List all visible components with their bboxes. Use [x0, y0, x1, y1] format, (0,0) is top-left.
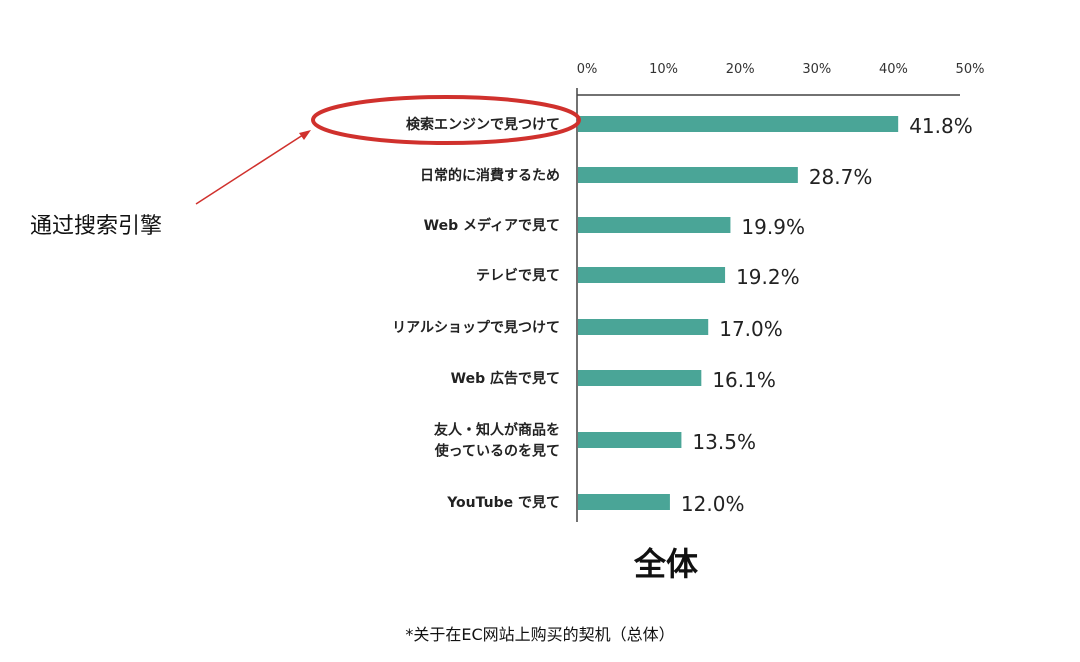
arrow-head-icon — [299, 130, 311, 140]
category-label: 友人・知人が商品を — [434, 422, 560, 439]
category-label: 使っているのを見て — [434, 443, 560, 460]
x-tick-label: 20% — [726, 62, 755, 77]
annotation-arrow — [195, 132, 307, 205]
x-tick-label: 30% — [802, 62, 831, 77]
category-label: 検索エンジンで見つけて — [406, 116, 560, 133]
bar — [578, 494, 670, 510]
x-tick-label: 50% — [956, 62, 985, 77]
bar-value-label: 19.9% — [741, 215, 805, 239]
bar-value-label: 19.2% — [736, 265, 800, 289]
footnote: *关于在EC网站上购买的契机（总体） — [405, 625, 674, 644]
x-tick-label: 0% — [577, 62, 598, 77]
bar-value-label: 12.0% — [681, 492, 745, 516]
bar-value-label: 16.1% — [712, 368, 776, 392]
x-tick-label: 10% — [649, 62, 678, 77]
bar — [578, 167, 798, 183]
bar — [578, 319, 709, 335]
bar — [578, 432, 682, 448]
bar-value-label: 41.8% — [909, 114, 973, 138]
bar-value-label: 17.0% — [719, 317, 783, 341]
bar — [578, 370, 702, 386]
x-tick-label: 40% — [879, 62, 908, 77]
category-label: 日常的に消費するため — [420, 167, 560, 184]
category-label: リアルショップで見つけて — [392, 320, 560, 336]
category-label: YouTube で見て — [446, 495, 560, 511]
category-label: テレビで見て — [476, 268, 560, 284]
bar — [578, 267, 726, 283]
bar-value-label: 28.7% — [809, 165, 873, 189]
chart-subtitle: 全体 — [633, 545, 698, 583]
bar-value-label: 13.5% — [692, 430, 756, 454]
bar — [578, 217, 731, 233]
annotation-text: 通过搜索引擎 — [30, 214, 162, 239]
highlight-ellipse — [311, 95, 581, 145]
category-label: Web 広告で見て — [451, 370, 560, 387]
bar — [578, 116, 899, 132]
category-label: Web メディアで見て — [424, 217, 560, 234]
